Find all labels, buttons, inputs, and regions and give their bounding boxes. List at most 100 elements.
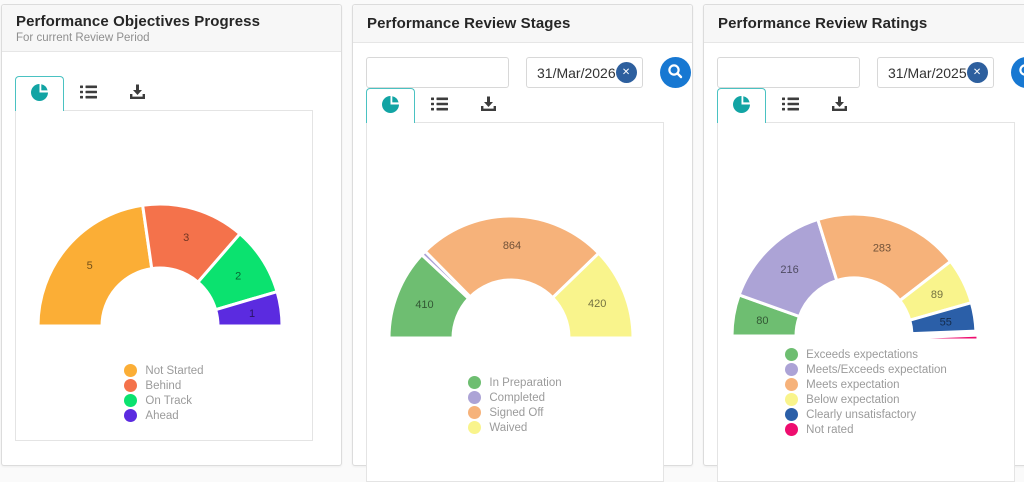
legend-item[interactable]: Below expectation: [785, 392, 900, 407]
download-icon: [480, 96, 497, 115]
view-tabs: [717, 88, 1024, 123]
download-icon: [129, 84, 146, 103]
tab-list-view[interactable]: [415, 88, 464, 122]
card-header: Performance Review Ratings: [704, 5, 1024, 43]
segment-value-label: 80: [756, 315, 768, 327]
chart-legend: Not Started Behind On Track Ahead: [124, 363, 204, 423]
segment-value-label: 3: [183, 232, 189, 244]
legend-item[interactable]: Signed Off: [468, 405, 544, 420]
legend-item[interactable]: Meets/Exceeds expectation: [785, 362, 947, 377]
search-button[interactable]: [659, 57, 691, 88]
search-button[interactable]: [1010, 57, 1024, 88]
card-performance-objectives-progress: Performance Objectives Progress For curr…: [1, 4, 342, 466]
legend-item[interactable]: Ahead: [124, 408, 179, 423]
view-tabs: [15, 76, 328, 111]
legend-item[interactable]: Behind: [124, 378, 181, 393]
legend-item[interactable]: Not Started: [124, 363, 204, 378]
donut-segment[interactable]: [214, 290, 284, 328]
legend-color-dot: [468, 391, 482, 404]
tab-download[interactable]: [464, 88, 513, 122]
donut-segment[interactable]: [912, 333, 980, 342]
card-title: Performance Objectives Progress: [16, 13, 261, 30]
segment-value-label: 55: [940, 316, 952, 328]
card-subtitle: For current Review Period: [16, 32, 150, 44]
card-performance-review-stages: Performance Review Stages 31/Mar/2026 ✕: [352, 4, 693, 482]
half-donut-chart[interactable]: 410 864 420: [367, 123, 663, 355]
card-title: Performance Review Stages: [367, 15, 571, 32]
legend-color-dot: [124, 364, 138, 377]
legend-item[interactable]: Meets expectation: [785, 377, 900, 392]
legend-label: Exceeds expectations: [806, 348, 919, 361]
legend-color-dot: [785, 408, 799, 421]
date-field[interactable]: 31/Mar/2025 ✕: [877, 57, 994, 88]
half-donut-chart[interactable]: 80 216 283 89 55: [718, 123, 1014, 345]
legend-color-dot: [468, 376, 482, 389]
legend-label: Clearly unsatisfactory: [806, 408, 917, 421]
donut-segment[interactable]: [908, 301, 978, 336]
date-value: 31/Mar/2026: [537, 64, 616, 81]
legend-label: Below expectation: [806, 393, 900, 406]
close-icon: ✕: [621, 67, 631, 78]
pie-chart-icon: [733, 96, 750, 116]
close-icon: ✕: [972, 67, 982, 78]
filter-text-input[interactable]: [366, 57, 509, 88]
legend-item[interactable]: Completed: [468, 390, 545, 405]
list-icon: [80, 85, 97, 102]
pie-chart-icon: [382, 96, 399, 116]
list-icon: [431, 97, 448, 114]
segment-value-label: 410: [415, 299, 433, 311]
legend-color-dot: [124, 394, 138, 407]
tab-chart-view[interactable]: [15, 76, 64, 111]
donut-segment[interactable]: [551, 251, 635, 340]
list-icon: [782, 97, 799, 114]
legend-color-dot: [785, 363, 799, 376]
legend-label: Not Started: [145, 364, 204, 377]
date-field[interactable]: 31/Mar/2026 ✕: [526, 57, 643, 88]
filter-text-input[interactable]: [717, 57, 860, 88]
segment-value-label: 216: [780, 264, 798, 276]
date-value: 31/Mar/2025: [888, 64, 967, 81]
tab-chart-view[interactable]: [717, 88, 766, 123]
filter-row: 31/Mar/2026 ✕: [366, 57, 691, 88]
legend-item[interactable]: Waived: [468, 420, 527, 435]
clear-date-button[interactable]: ✕: [615, 62, 637, 83]
download-icon: [831, 96, 848, 115]
legend-label: Ahead: [145, 409, 179, 422]
card-performance-review-ratings: Performance Review Ratings 31/Mar/2025 ✕: [703, 4, 1024, 482]
pie-chart-icon: [31, 84, 48, 104]
chart-panel: 410 864 420 In Preparation Completed Signed …: [366, 122, 664, 482]
donut-segment[interactable]: [816, 212, 953, 303]
filter-row: 31/Mar/2025 ✕: [717, 57, 1024, 88]
segment-value-label: 5: [87, 260, 93, 272]
tab-download[interactable]: [815, 88, 864, 122]
legend-label: In Preparation: [489, 376, 562, 389]
legend-item[interactable]: Exceeds expectations: [785, 347, 918, 362]
legend-item[interactable]: In Preparation: [468, 375, 562, 390]
segment-value-label: 2: [235, 271, 241, 283]
legend-item[interactable]: On Track: [124, 393, 192, 408]
donut-segment[interactable]: [36, 203, 154, 328]
tab-list-view[interactable]: [64, 76, 113, 110]
half-donut-chart[interactable]: 5 3 2 1: [16, 111, 312, 343]
legend-color-dot: [785, 393, 799, 406]
segment-value-label: 1: [249, 308, 255, 320]
search-icon: [1018, 63, 1024, 83]
legend-label: Signed Off: [489, 406, 544, 419]
tab-download[interactable]: [113, 76, 162, 110]
clear-date-button[interactable]: ✕: [966, 62, 988, 83]
card-header: Performance Review Stages: [353, 5, 692, 43]
chart-legend: Exceeds expectations Meets/Exceeds expect…: [785, 347, 947, 437]
search-icon: [667, 63, 684, 83]
chart-panel: 80 216 283 89 55 Exceeds expectations Meets/E…: [717, 122, 1015, 482]
tab-list-view[interactable]: [766, 88, 815, 122]
segment-value-label: 89: [931, 289, 943, 301]
legend-label: Meets expectation: [806, 378, 900, 391]
tab-chart-view[interactable]: [366, 88, 415, 123]
donut-segment[interactable]: [423, 214, 601, 300]
card-title: Performance Review Ratings: [718, 15, 928, 32]
legend-item[interactable]: Clearly unsatisfactory: [785, 407, 916, 422]
legend-item[interactable]: Not rated: [785, 422, 853, 437]
segment-value-label: 864: [503, 240, 521, 252]
chart-panel: 5 3 2 1 Not Started Behind On Track Ahead: [15, 110, 313, 441]
legend-label: Meets/Exceeds expectation: [806, 363, 947, 376]
